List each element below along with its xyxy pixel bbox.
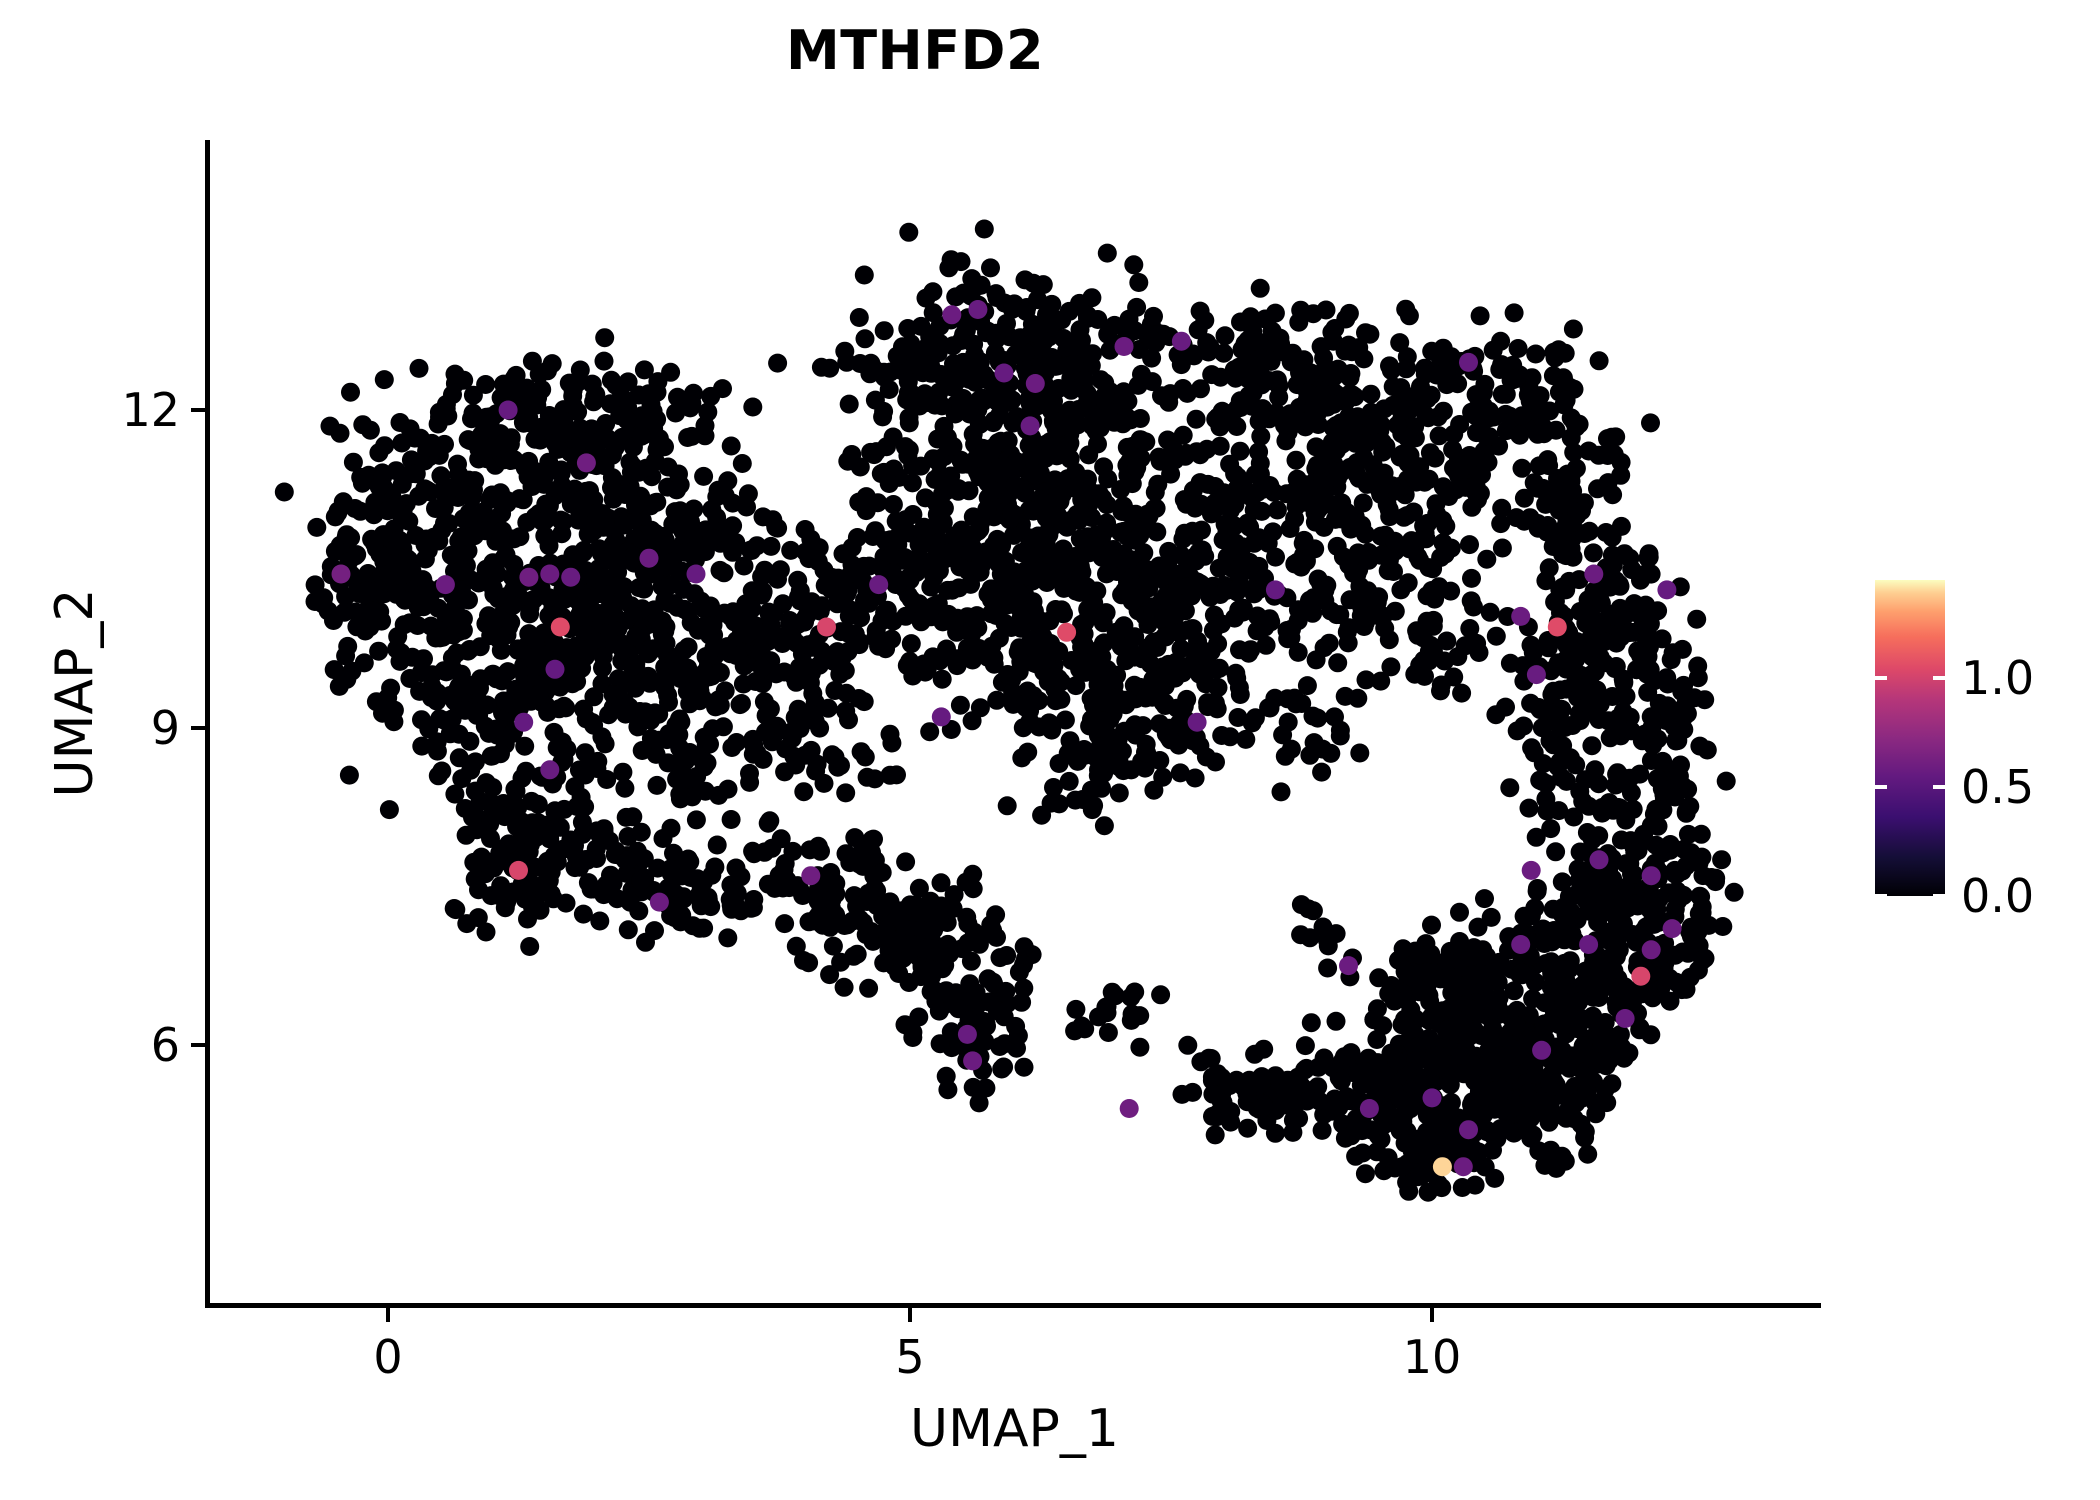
page-title: MTHFD2 [785, 19, 1045, 82]
y-tick-mark [191, 408, 205, 412]
x-tick-label: 0 [373, 1330, 403, 1384]
colorbar-gradient [1875, 580, 1945, 896]
colorbar-tick-label: 0.5 [1961, 760, 2035, 815]
colorbar: 0.0 0.5 1.0 [1875, 580, 2075, 919]
x-tick-mark [386, 1308, 390, 1322]
plot-area [209, 140, 1820, 1305]
y-tick-mark [191, 725, 205, 730]
colorbar-tick-label: 0.0 [1961, 869, 2035, 923]
x-axis-spine [205, 1303, 1821, 1308]
colorbar-tick-label: 1.0 [1961, 651, 2035, 706]
x-tick-mark [1430, 1308, 1434, 1322]
y-axis-spine [205, 140, 210, 1308]
y-axis-label: UMAP_2 [45, 588, 105, 798]
x-axis-label: UMAP_1 [910, 1399, 1119, 1459]
y-tick-label: 9 [150, 700, 180, 755]
y-tick-mark [191, 1043, 205, 1047]
y-tick-label: 12 [121, 383, 180, 437]
x-tick-mark [908, 1308, 912, 1322]
x-tick-label: 10 [1402, 1330, 1462, 1384]
y-tick-label: 6 [150, 1018, 180, 1072]
x-tick-label: 5 [895, 1330, 925, 1384]
